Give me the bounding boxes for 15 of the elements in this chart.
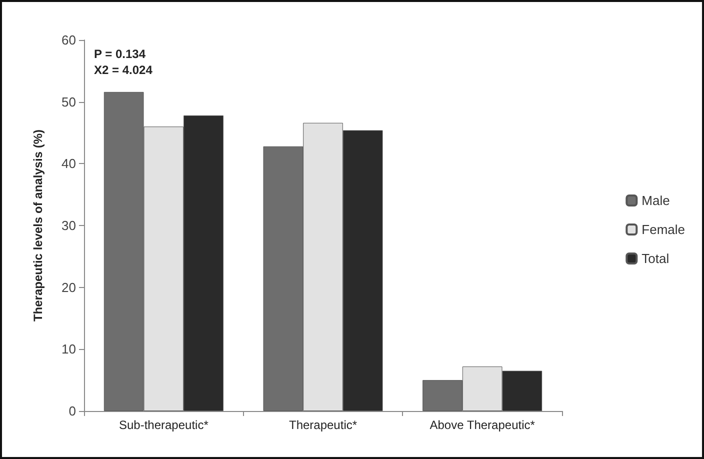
x-tick-label: Sub-therapeutic* <box>118 418 209 432</box>
y-tick-label: 30 <box>62 218 76 233</box>
legend-label: Female <box>642 222 686 237</box>
y-tick-label: 20 <box>62 280 76 295</box>
y-tick-label: 10 <box>62 342 76 357</box>
legend-label: Male <box>642 193 670 208</box>
y-tick-label: 40 <box>62 156 76 172</box>
y-tick-label: 60 <box>62 32 76 48</box>
annotation: P = 0.134 X2 = 4.024 <box>94 47 153 77</box>
y-tick-label: 0 <box>68 404 76 418</box>
legend-label: Total <box>642 251 670 266</box>
y-axis-title: Therapeutic levels of analysis (%) <box>31 129 45 322</box>
x-tick-label: Above Therapeutic* <box>430 418 536 432</box>
y-tick-label: 50 <box>62 94 76 110</box>
x-tick-label: Therapeutic* <box>288 418 358 432</box>
